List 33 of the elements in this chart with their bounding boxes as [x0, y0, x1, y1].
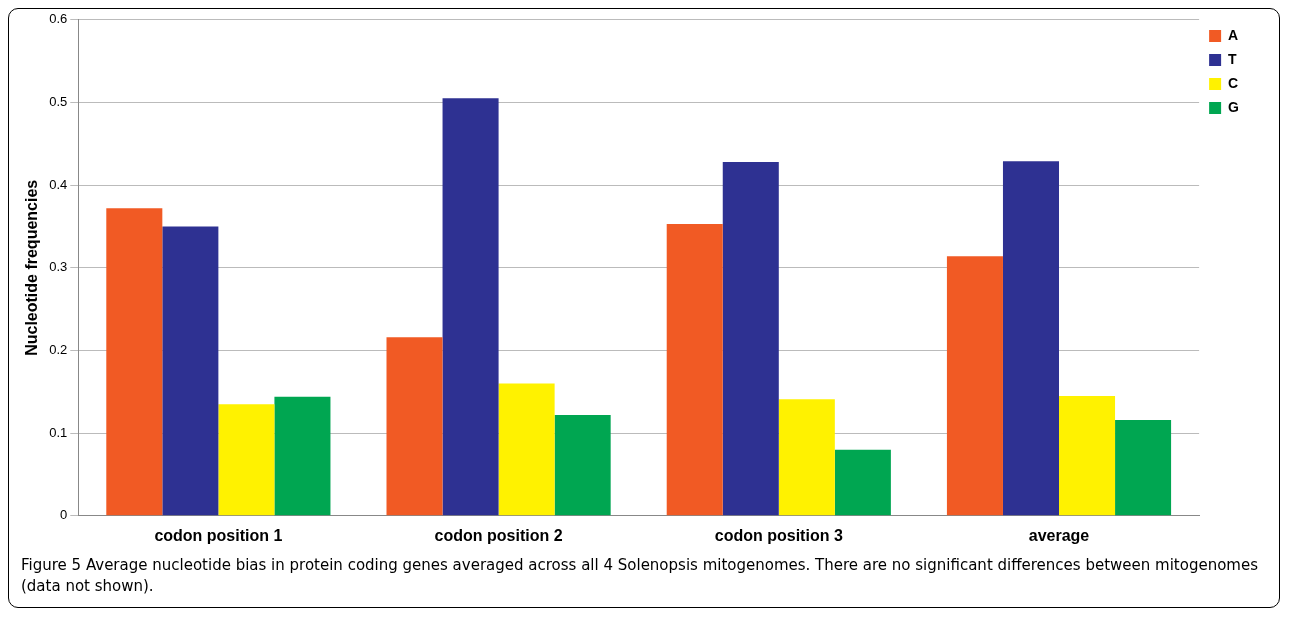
- legend-label: G: [1228, 98, 1240, 115]
- bar: [218, 404, 275, 516]
- bar: [1059, 395, 1116, 516]
- bar: [722, 161, 779, 516]
- x-tick-label: average: [1028, 526, 1090, 544]
- bar: [274, 396, 331, 516]
- y-tick-label: 0.2: [49, 342, 68, 358]
- bar: [946, 256, 1003, 516]
- bar: [386, 337, 443, 516]
- y-tick-label: 0.1: [49, 424, 68, 440]
- bar: [778, 399, 835, 516]
- bar: [1115, 419, 1172, 516]
- legend-label: A: [1228, 26, 1239, 43]
- bar: [106, 208, 163, 516]
- y-tick-label: 0.4: [49, 176, 68, 192]
- y-tick-label: 0.6: [49, 11, 68, 27]
- bar: [834, 449, 891, 516]
- legend-label: C: [1228, 74, 1239, 91]
- legend-label: T: [1228, 50, 1238, 67]
- y-tick-label: 0.3: [49, 259, 68, 275]
- x-tick-label: codon position 2: [434, 526, 563, 544]
- x-tick-label: codon position 1: [154, 526, 283, 544]
- y-tick-label: 0.5: [49, 94, 68, 110]
- bar: [162, 226, 219, 516]
- bar: [554, 414, 611, 516]
- bar: [1002, 161, 1060, 516]
- x-tick-label: codon position 3: [714, 526, 843, 544]
- bar: [498, 383, 555, 516]
- bar: [666, 223, 723, 516]
- y-axis-title: Nucleotide frequencies: [23, 179, 41, 356]
- bar: [442, 98, 499, 516]
- caption: Figure 5 Average nucleotide bias in protein coding genes averaged across all 4 Solenopsis mitogenomes. There are no significant differences between mitogenomes (data not shown).: [20, 555, 1259, 597]
- y-tick-label: 0: [60, 507, 68, 523]
